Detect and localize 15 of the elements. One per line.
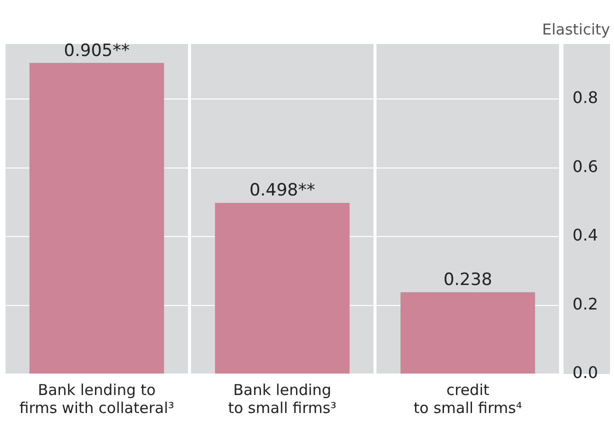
data-label: 0.498** bbox=[249, 180, 316, 201]
y-tick-label: 0.8 bbox=[572, 88, 598, 108]
y-axis-title: Elasticity bbox=[542, 20, 610, 38]
data-label: 0.238 bbox=[443, 270, 492, 290]
y-tick-label: 0.6 bbox=[572, 156, 598, 176]
x-tick-label: Bank lending to firms with collateral³ bbox=[19, 380, 174, 417]
y-tick-label: 0.0 bbox=[572, 363, 598, 382]
x-tick-label: Bank lending to small firms³ bbox=[228, 380, 336, 417]
y-tick-label: 0.4 bbox=[572, 226, 598, 245]
y-tick-label: 0.2 bbox=[572, 294, 598, 314]
bar bbox=[29, 62, 164, 374]
data-label: 0.905** bbox=[64, 40, 130, 61]
x-tick-label: credit to small firms⁴ bbox=[414, 380, 522, 417]
bar bbox=[400, 292, 536, 374]
bar bbox=[214, 202, 350, 374]
